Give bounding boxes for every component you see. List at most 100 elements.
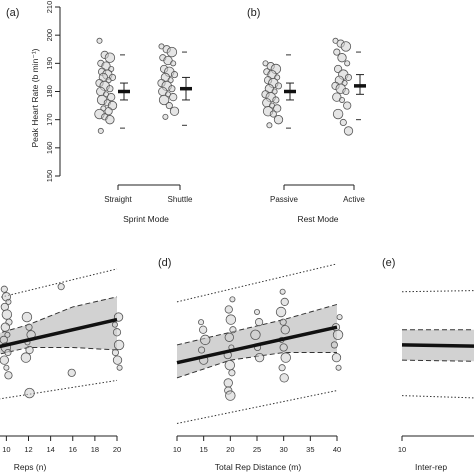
prediction-upper-line (0, 268, 118, 298)
data-point (111, 348, 119, 357)
confidence-band (0, 296, 117, 354)
data-point (274, 82, 283, 90)
data-point (342, 87, 350, 96)
data-point (57, 283, 65, 291)
data-point (228, 369, 236, 377)
data-point (266, 122, 273, 129)
data-point (224, 360, 236, 371)
prediction-upper-line (176, 263, 338, 303)
data-point (343, 126, 354, 136)
data-point (229, 326, 237, 334)
data-point (24, 387, 35, 399)
ci-lower-line (0, 346, 118, 355)
x-tick-label: 10 (398, 445, 406, 454)
x-axis-label-total-rep-distance: Total Rep Distance (m) (215, 462, 302, 472)
panel-label-a: (a) (6, 7, 19, 19)
data-point (269, 110, 277, 118)
data-point (3, 364, 10, 371)
data-point (332, 108, 344, 120)
data-point (21, 311, 33, 323)
ci-lower-line (401, 359, 474, 362)
data-point (162, 113, 169, 120)
panel-label-d: (d) (158, 257, 171, 269)
data-point (280, 352, 291, 363)
data-point (343, 101, 352, 110)
data-point (105, 115, 115, 125)
panel-label-e: (e) (382, 257, 395, 269)
x-tick-label: 15 (199, 445, 207, 454)
y-tick-label: 150 (45, 170, 54, 183)
x-tick-label: 12 (24, 445, 32, 454)
data-point (166, 46, 178, 58)
data-point (113, 339, 125, 351)
y-tick-label: 210 (45, 1, 54, 14)
data-point (25, 323, 33, 331)
data-point (1, 309, 13, 320)
x-tick-label: 10 (173, 445, 181, 454)
data-point (200, 334, 211, 346)
data-point (280, 297, 289, 306)
x-tick-label: 25 (253, 445, 261, 454)
y-tick-label: 180 (45, 85, 54, 98)
data-point (225, 314, 237, 325)
data-point (4, 331, 11, 338)
prediction-lower-line (401, 395, 474, 399)
panel-label-b: (b) (247, 7, 260, 19)
data-point (224, 332, 234, 342)
data-point (279, 318, 287, 326)
data-point (337, 53, 347, 63)
data-point (67, 368, 76, 377)
y-axis-label: Peak Heart Rate (b min⁻¹) (30, 48, 40, 147)
data-point (344, 73, 353, 81)
x-tick-label: 14 (46, 445, 54, 454)
data-point (272, 96, 280, 104)
data-point (229, 296, 236, 303)
data-point (279, 288, 286, 295)
data-point (331, 352, 342, 363)
y-tick-label: 200 (45, 29, 54, 42)
data-point (278, 364, 286, 372)
data-point (168, 85, 176, 93)
y-tick-label: 170 (45, 113, 54, 126)
regression-line (0, 317, 118, 349)
x-tick-label: Straight (104, 195, 132, 204)
confidence-band (177, 304, 337, 378)
data-point (112, 328, 122, 337)
data-point (223, 378, 233, 388)
data-point (169, 93, 178, 102)
data-point (340, 41, 352, 52)
data-point (254, 318, 264, 327)
data-point (4, 371, 13, 380)
x-tick-label: 40 (333, 445, 341, 454)
x-axis-label-sprint-mode: Sprint Mode (123, 214, 169, 224)
data-point (112, 355, 123, 365)
data-point (170, 71, 179, 79)
data-point (279, 343, 288, 352)
data-point (198, 346, 206, 354)
data-point (25, 345, 34, 355)
data-point (339, 118, 347, 127)
y-tick-label: 160 (45, 142, 54, 155)
data-point (344, 60, 351, 67)
x-tick-label: Active (343, 195, 365, 204)
data-point (332, 329, 344, 341)
data-point (104, 107, 113, 116)
prediction-lower-line (0, 379, 118, 400)
data-point (169, 106, 180, 116)
data-point (338, 96, 345, 103)
data-point (170, 60, 177, 67)
data-point (97, 127, 104, 134)
x-tick-label: 10 (2, 445, 10, 454)
data-point (335, 364, 342, 371)
data-point (250, 329, 261, 341)
data-point (273, 115, 284, 125)
prediction-upper-line (401, 290, 474, 293)
y-tick-label: 190 (45, 57, 54, 70)
data-point (0, 285, 8, 293)
data-point (116, 364, 123, 371)
data-point (158, 94, 170, 106)
x-tick-label: Shuttle (168, 195, 193, 204)
x-tick-label: 18 (91, 445, 99, 454)
data-point (0, 355, 9, 365)
